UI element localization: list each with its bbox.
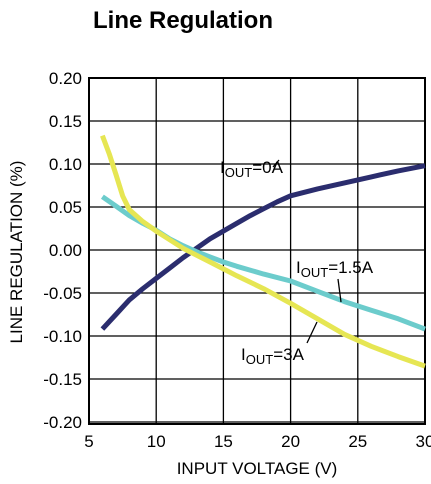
- chart-title: Line Regulation: [93, 7, 273, 34]
- x-tick-label-3: 20: [281, 432, 300, 451]
- x-tick-label-0: 5: [84, 432, 93, 451]
- x-tick-label-4: 25: [348, 432, 367, 451]
- series-label-leader-0: [272, 159, 280, 168]
- series-lines: [100, 134, 426, 369]
- x-axis-label: INPUT VOLTAGE (V): [177, 459, 338, 478]
- series-label-1: IOUT=1.5A: [296, 258, 374, 280]
- plot-frame: [88, 77, 426, 425]
- y-tick-label-7: -0.15: [43, 370, 82, 389]
- series-label-2: IOUT=3A: [241, 345, 305, 367]
- y-tick-labels: 0.20 0.15 0.10 0.05 0.00 -0.05 -0.10 -0.15 -0.20: [43, 69, 82, 432]
- series-label-0: IOUT=0A: [220, 158, 284, 180]
- x-tick-label-2: 15: [214, 432, 233, 451]
- y-tick-label-3: 0.05: [49, 198, 82, 217]
- y-tick-label-6: -0.10: [43, 327, 82, 346]
- grid: [89, 78, 425, 424]
- y-tick-label-4: 0.00: [49, 241, 82, 260]
- y-tick-label-8: -0.20: [43, 413, 82, 432]
- y-tick-label-0: 0.20: [49, 69, 82, 88]
- y-tick-label-1: 0.15: [49, 112, 82, 131]
- series-labels: IOUT=0A IOUT=1.5A IOUT=3A: [220, 158, 374, 367]
- x-tick-label-1: 10: [147, 432, 166, 451]
- series-line-0: [100, 163, 426, 331]
- series-line-2: [100, 134, 426, 369]
- series-line-1: [100, 194, 426, 332]
- y-tick-label-5: -0.05: [43, 284, 82, 303]
- x-tick-labels: 5 10 15 20 25 30: [84, 432, 431, 451]
- series-label-leader-1: [337, 278, 342, 303]
- series-label-leader-2: [306, 321, 318, 344]
- y-axis-label: LINE REGULATION (%): [7, 161, 26, 344]
- x-tick-label-5: 30: [416, 432, 431, 451]
- y-tick-label-2: 0.10: [49, 155, 82, 174]
